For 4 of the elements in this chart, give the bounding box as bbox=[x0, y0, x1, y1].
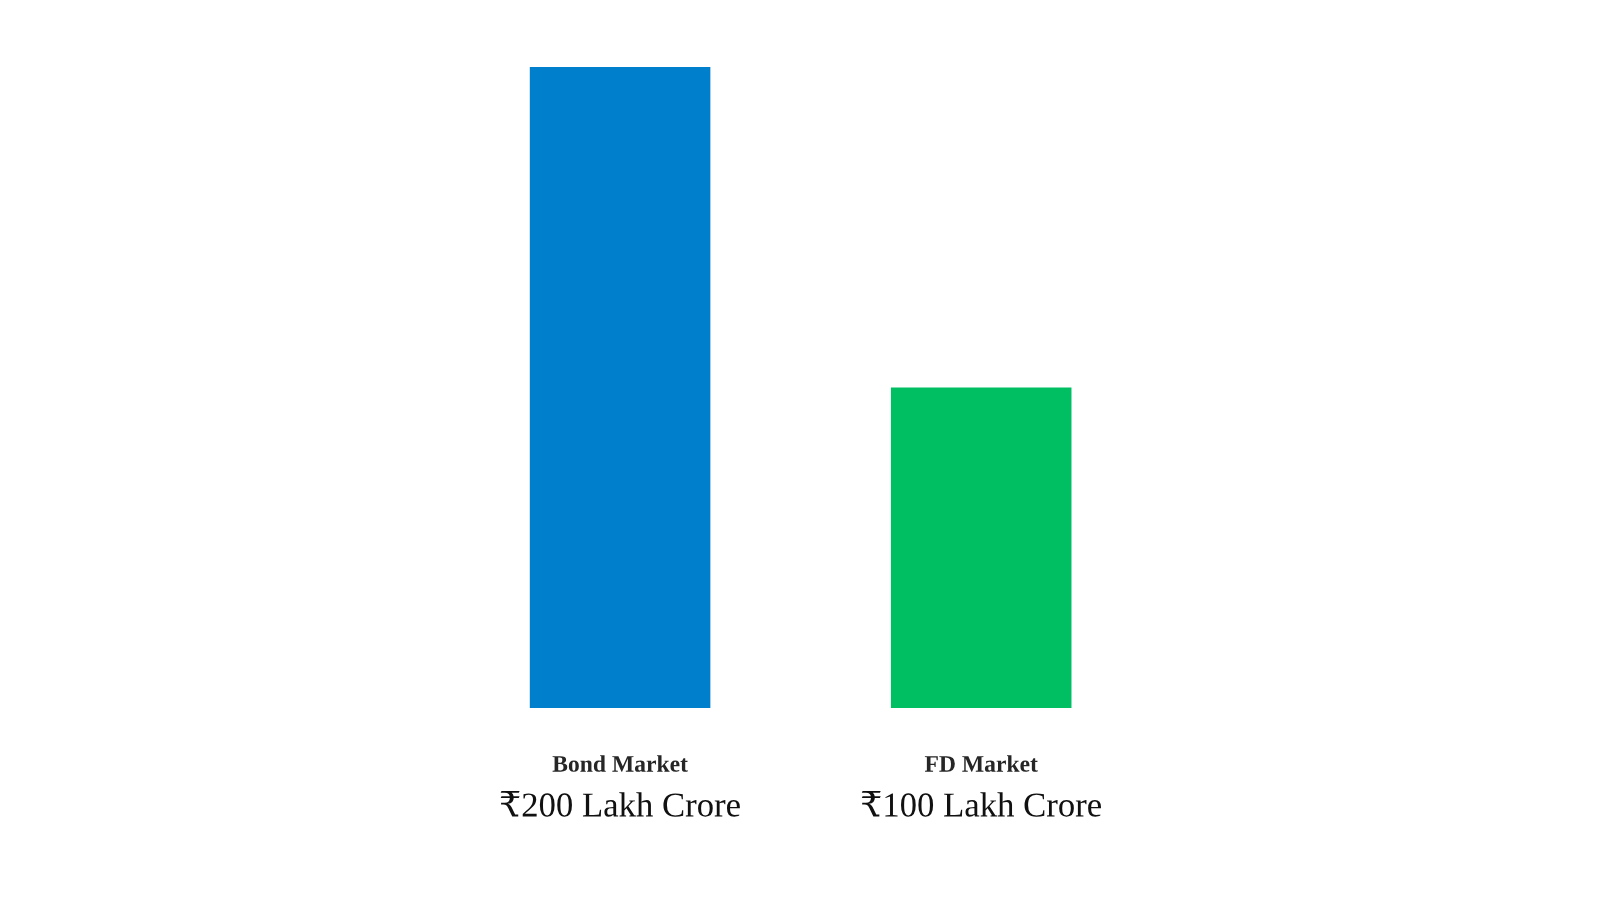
x-tick-label: FD Market bbox=[924, 755, 1038, 772]
x-tick-label: Bond Market bbox=[552, 755, 688, 772]
data-label: ₹200 Lakh Crore bbox=[500, 791, 740, 817]
data-label: ₹100 Lakh Crore bbox=[861, 791, 1101, 817]
